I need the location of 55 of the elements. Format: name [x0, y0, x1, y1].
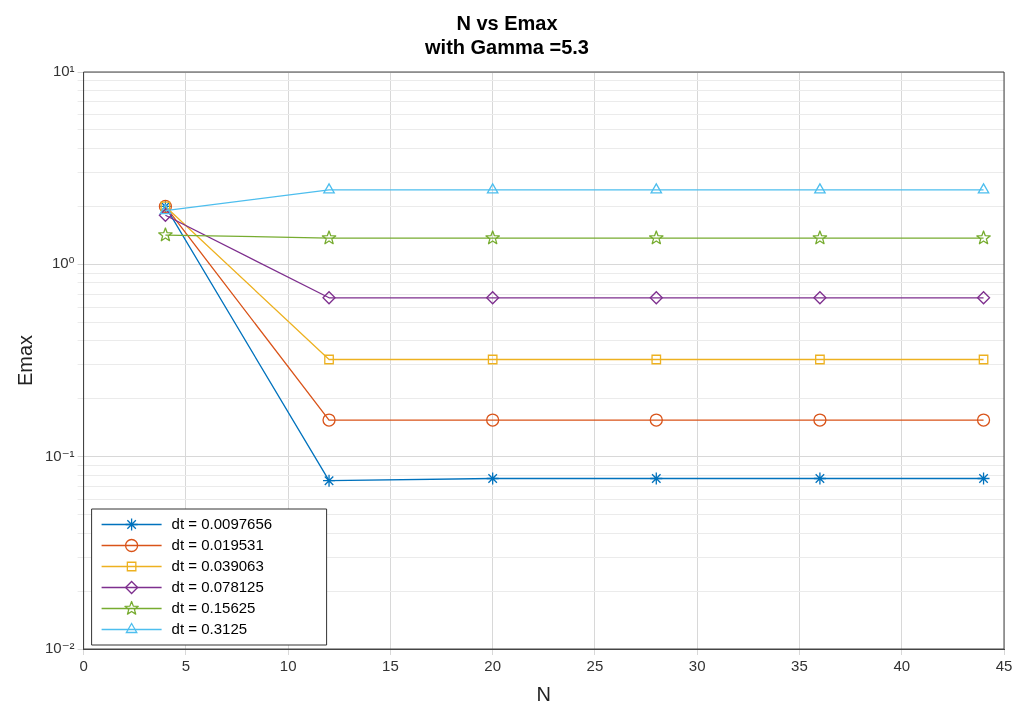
x-axis-title: N: [536, 682, 552, 705]
y-tick-label: 10⁻²: [44, 639, 75, 657]
point: [486, 183, 499, 194]
point: [649, 413, 663, 427]
point: [648, 230, 664, 245]
y-axis-title: Emax: [13, 334, 36, 387]
point: [486, 471, 500, 486]
x-tick-label: 10: [279, 657, 297, 675]
x-tick-label: 25: [586, 657, 604, 675]
y-tick-label: 10¹: [52, 62, 75, 80]
y-tick-label: 10⁻¹: [44, 446, 75, 464]
point: [978, 354, 989, 365]
point: [815, 354, 825, 365]
point: [976, 291, 991, 305]
point: [158, 208, 173, 222]
x-tick-label: 40: [893, 657, 911, 675]
point: [649, 471, 663, 486]
x-tick-label: 35: [791, 657, 808, 675]
point: [323, 183, 335, 194]
point: [487, 354, 498, 365]
point: [486, 413, 500, 427]
point: [158, 227, 173, 242]
legend-label: dt = 0.039063: [171, 556, 264, 574]
point: [813, 471, 827, 486]
point: [976, 471, 991, 486]
x-tick-label: 15: [382, 657, 399, 675]
x-tick-label: 45: [995, 657, 1013, 675]
point: [976, 230, 991, 245]
x-tick-label: 20: [484, 657, 502, 675]
point: [486, 291, 500, 305]
point: [649, 291, 663, 305]
x-tick-label: 30: [688, 657, 706, 675]
chart-title: N vs Emax with Gamma =5.3: [424, 11, 589, 58]
legend-label: dt = 0.3125: [171, 619, 248, 637]
point: [651, 354, 662, 365]
point: [324, 354, 334, 365]
point: [976, 413, 991, 427]
point: [322, 474, 336, 488]
legend-label: dt = 0.019531: [171, 535, 264, 553]
point: [814, 183, 826, 194]
point: [813, 413, 827, 427]
legend-label: dt = 0.0097656: [171, 514, 273, 532]
point: [812, 230, 828, 245]
legend-label: dt = 0.078125: [171, 577, 264, 595]
point: [813, 291, 827, 305]
y-tick-label: 10⁰: [51, 254, 75, 272]
point: [322, 291, 336, 305]
point: [322, 413, 336, 427]
x-tick-label: 0: [79, 657, 88, 675]
point: [485, 230, 500, 245]
point: [650, 183, 663, 194]
x-tick-label: 5: [181, 657, 191, 675]
point: [321, 230, 337, 245]
point: [977, 183, 990, 194]
legend-label: dt = 0.15625: [171, 598, 256, 616]
